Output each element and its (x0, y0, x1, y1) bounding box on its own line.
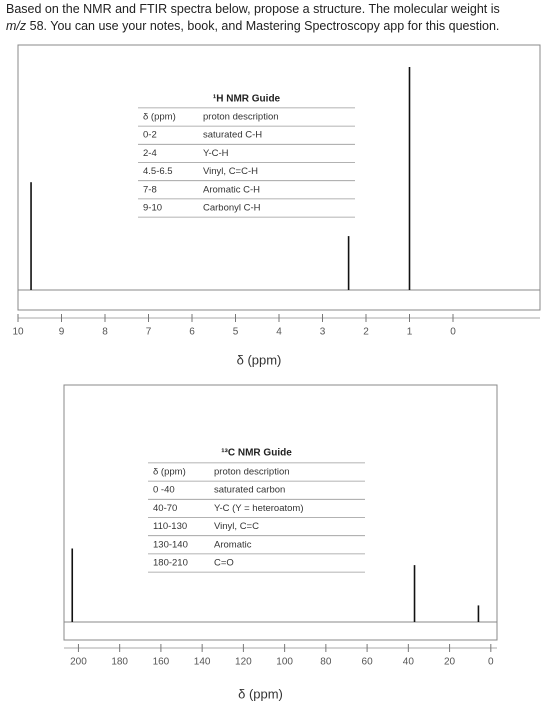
x-tick-label: 0 (450, 327, 456, 338)
x-tick-label: 140 (194, 657, 211, 668)
question-text: 58. You can use your notes, book, and Ma… (29, 19, 500, 33)
guide-description: saturated carbon (214, 485, 285, 496)
x-tick-label: 200 (70, 657, 87, 668)
guide-range: 2-4 (143, 148, 157, 159)
x-tick-label: 100 (276, 657, 293, 668)
x-tick-label: 120 (235, 657, 252, 668)
guide-range: 40-70 (153, 503, 177, 514)
guide-description: saturated C-H (203, 130, 262, 141)
question-line: Based on the NMR and FTIR spectra below,… (6, 2, 500, 16)
guide-description: Carbonyl C-H (203, 203, 261, 214)
guide-range: 180-210 (153, 558, 188, 569)
guide-header: δ (ppm) (153, 467, 186, 478)
x-tick-label: 4 (276, 327, 282, 338)
guide-range: 7-8 (143, 184, 157, 195)
guide-header: proton description (203, 112, 279, 123)
x-tick-label: 10 (12, 327, 24, 338)
x-tick-label: 2 (363, 327, 369, 338)
guide-range: 130-140 (153, 539, 188, 550)
x-tick-label: 7 (146, 327, 152, 338)
guide-title: ¹H NMR Guide (213, 94, 281, 105)
x-tick-label: 80 (320, 657, 332, 668)
guide-description: Aromatic C-H (203, 184, 260, 195)
guide-description: Vinyl, C=C-H (203, 166, 258, 177)
x-tick-label: 40 (403, 657, 415, 668)
x-tick-label: 160 (153, 657, 170, 668)
x-axis-label: δ (ppm) (237, 352, 282, 367)
mz: m/z (6, 19, 27, 33)
x-tick-label: 20 (444, 657, 456, 668)
x-tick-label: 5 (233, 327, 239, 338)
guide-description: Y-C (Y = heteroatom) (214, 503, 304, 514)
guide-description: C=O (214, 558, 234, 569)
guide-description: Y-C-H (203, 148, 229, 159)
x-axis-label: δ (ppm) (238, 686, 283, 701)
x-tick-label: 1 (407, 327, 413, 338)
guide-description: Aromatic (214, 539, 252, 550)
x-tick-label: 3 (320, 327, 326, 338)
guide-range: 9-10 (143, 203, 162, 214)
question-line: m/z 58. You can use your notes, book, an… (6, 19, 499, 33)
guide-header: proton description (214, 467, 290, 478)
guide-range: 0-2 (143, 130, 157, 141)
guide-description: Vinyl, C=C (214, 521, 259, 532)
x-tick-label: 8 (102, 327, 108, 338)
guide-range: 4.5-6.5 (143, 166, 173, 177)
guide-range: 110-130 (153, 521, 187, 532)
x-tick-label: 6 (189, 327, 195, 338)
x-tick-label: 9 (59, 327, 65, 338)
plot-frame (17, 44, 541, 311)
guide-title: ¹³C NMR Guide (221, 448, 292, 459)
x-tick-label: 0 (488, 657, 494, 668)
guide-header: δ (ppm) (143, 112, 176, 123)
x-tick-label: 60 (362, 657, 374, 668)
guide-range: 0 -40 (153, 485, 175, 496)
plot-frame (63, 384, 498, 641)
x-tick-label: 180 (111, 657, 128, 668)
